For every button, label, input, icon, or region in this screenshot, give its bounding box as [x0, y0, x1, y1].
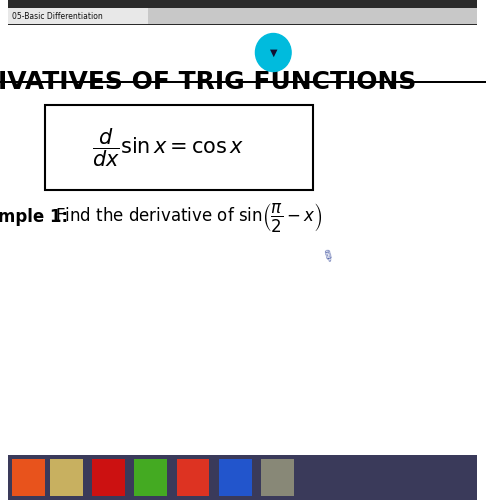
FancyBboxPatch shape [8, 0, 477, 25]
FancyBboxPatch shape [92, 459, 125, 496]
FancyBboxPatch shape [8, 8, 148, 24]
FancyBboxPatch shape [46, 105, 312, 190]
FancyBboxPatch shape [134, 459, 168, 496]
FancyBboxPatch shape [219, 459, 252, 496]
Circle shape [256, 34, 291, 72]
Text: mple 1:: mple 1: [0, 208, 68, 226]
Text: $\dfrac{d}{dx}\sin x = \cos x$: $\dfrac{d}{dx}\sin x = \cos x$ [92, 126, 244, 169]
FancyBboxPatch shape [50, 459, 83, 496]
FancyBboxPatch shape [8, 455, 477, 500]
FancyBboxPatch shape [261, 459, 294, 496]
FancyBboxPatch shape [12, 459, 46, 496]
Text: Find the derivative of $\sin\!\left(\dfrac{\pi}{2} - x\right)$: Find the derivative of $\sin\!\left(\dfr… [54, 201, 322, 234]
Text: ✎: ✎ [318, 248, 336, 267]
Text: ▼: ▼ [270, 48, 277, 58]
FancyBboxPatch shape [176, 459, 210, 496]
Text: IVATIVES OF TRIG FUNCTIONS: IVATIVES OF TRIG FUNCTIONS [0, 70, 416, 94]
FancyBboxPatch shape [0, 80, 486, 82]
Text: 05-Basic Differentiation: 05-Basic Differentiation [12, 12, 103, 20]
FancyBboxPatch shape [8, 8, 477, 24]
